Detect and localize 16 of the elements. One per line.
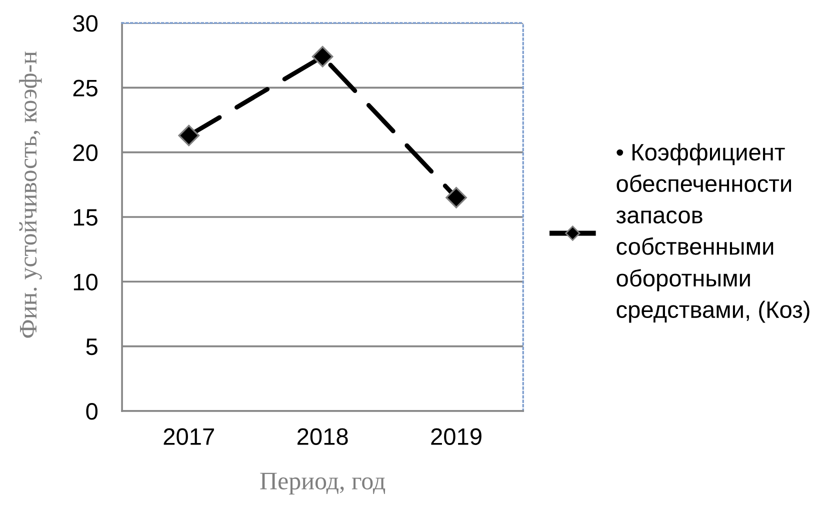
y-tick-label: 25 <box>73 80 98 96</box>
y-tick-label: 0 <box>86 403 98 420</box>
x-tick-label: 2017 <box>164 428 214 445</box>
point <box>446 186 467 208</box>
y-tick-label: 15 <box>74 209 98 226</box>
x-tick-label: 2018 <box>298 428 348 445</box>
x-tick-label: 2019 <box>431 428 482 445</box>
legend-label: • Коэффициент обеспеченности запасов собственными оборотными средствами, (Коз) <box>616 143 810 323</box>
point <box>312 46 334 68</box>
x-axis-title: Период, год <box>260 472 386 495</box>
y-tick-label: 10 <box>74 274 98 290</box>
y-tick-label: 20 <box>73 144 98 162</box>
point <box>178 124 200 146</box>
y-axis-title: Фин. устойчивость, коэф-н <box>19 52 42 338</box>
y-tick-label: 5 <box>86 338 98 356</box>
y-tick-label: 30 <box>73 15 98 32</box>
